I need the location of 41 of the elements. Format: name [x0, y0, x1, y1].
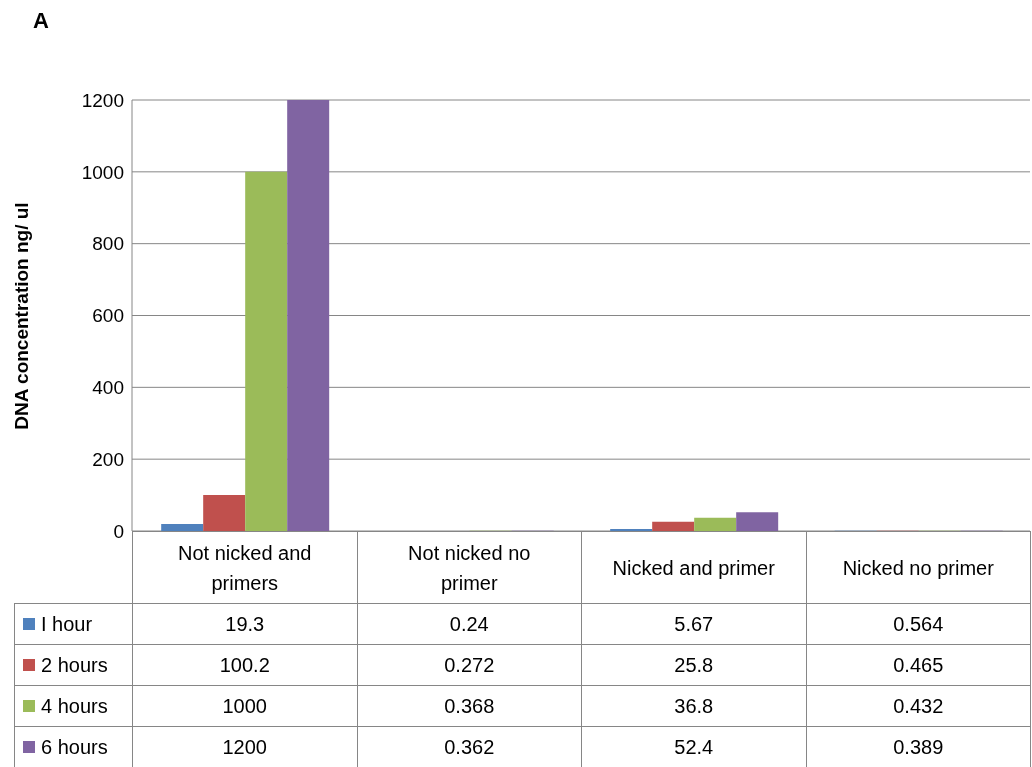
legend-label: 2 hours	[41, 653, 108, 678]
bar	[652, 521, 695, 531]
x-tick-label: Not nicked and primers	[132, 531, 358, 604]
legend-label: 4 hours	[41, 694, 108, 719]
data-label: 52.4	[581, 726, 807, 767]
bar	[161, 524, 204, 531]
bar	[203, 495, 246, 531]
bar	[287, 100, 330, 531]
data-label: 25.8	[581, 644, 807, 686]
y-tick-label: 200	[92, 448, 124, 470]
y-axis-title: DNA concentration ng/ ul	[11, 201, 33, 430]
bar	[694, 517, 737, 531]
y-tick-label: 400	[92, 377, 124, 399]
data-label: 0.272	[356, 644, 582, 686]
data-label: 19.3	[132, 603, 358, 645]
x-tick-label: Nicked and primer	[581, 531, 807, 604]
y-tick-label: 1200	[81, 89, 124, 111]
x-tick-label: Not nicked no primer	[356, 531, 582, 604]
y-tick-label: 800	[92, 233, 124, 255]
data-label: 0.564	[805, 603, 1031, 645]
y-tick-label: 0	[113, 520, 124, 542]
data-label: 0.389	[805, 726, 1031, 767]
data-label: 0.432	[805, 685, 1031, 727]
x-tick-label: Nicked no primer	[805, 531, 1031, 604]
data-label: 0.368	[356, 685, 582, 727]
data-label: 0.465	[805, 644, 1031, 686]
data-label: 100.2	[132, 644, 358, 686]
data-label: 1000	[132, 685, 358, 727]
bar	[736, 512, 779, 531]
bar	[610, 528, 653, 531]
data-label: 36.8	[581, 685, 807, 727]
text: A	[33, 8, 49, 34]
data-label: 0.362	[356, 726, 582, 767]
data-label: 0.24	[356, 603, 582, 645]
y-tick-label: 600	[92, 305, 124, 327]
data-label: 1200	[132, 726, 358, 767]
y-tick-label: 1000	[81, 161, 124, 183]
data-label: 5.67	[581, 603, 807, 645]
legend-label: 6 hours	[41, 735, 108, 760]
legend-label: I hour	[41, 612, 93, 637]
bar	[245, 171, 288, 531]
